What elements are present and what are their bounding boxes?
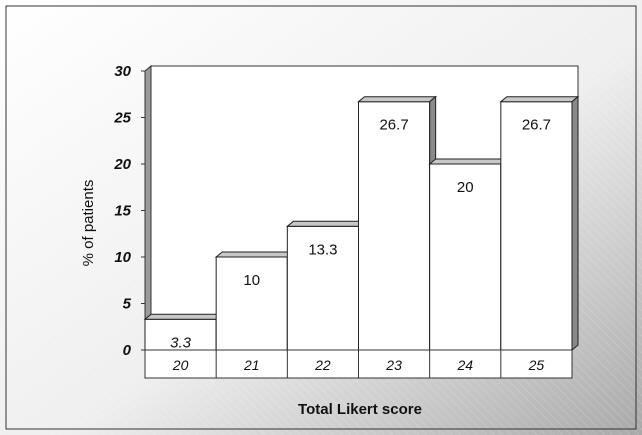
data-label: 13.3 (308, 241, 337, 258)
bar-top (428, 158, 509, 165)
x-axis-label: Total Likert score (298, 401, 422, 418)
bar-top (499, 96, 580, 103)
x-tick-label: 23 (385, 357, 402, 373)
data-label: 26.7 (379, 117, 408, 134)
x-tick-label: 22 (314, 357, 331, 373)
x-tick-label: 25 (528, 357, 545, 373)
chart-border (5, 5, 637, 430)
y-tick-label: 30 (114, 63, 131, 80)
bar (358, 101, 431, 351)
bar-top (285, 220, 366, 227)
y-tick-label: 15 (114, 203, 131, 220)
plot-left-wall (144, 64, 152, 352)
y-tick-label: 25 (113, 110, 131, 127)
x-tick-label: 21 (243, 357, 260, 373)
bar (429, 163, 502, 351)
x-tick-label: 20 (172, 357, 189, 373)
bar-top (357, 96, 438, 103)
y-tick-label: 20 (113, 156, 131, 173)
y-axis-label: % of patients (80, 180, 97, 267)
data-label: 26.7 (522, 117, 551, 134)
bar-top (143, 313, 224, 320)
x-tick-label: 24 (456, 357, 473, 373)
plot-area: 0 5 10 15 20 25 30 3.3 10 13.3 26.7 20 26.7 20 21 22 23 2… (113, 63, 580, 379)
bar-side (571, 95, 579, 352)
bar (500, 101, 573, 351)
y-tick-label: 5 (123, 296, 132, 313)
data-label: 20 (457, 179, 474, 196)
bar-top (214, 251, 295, 258)
bar (215, 256, 288, 351)
bar (286, 225, 360, 351)
y-tick-label: 0 (123, 342, 132, 359)
data-label: 3.3 (170, 334, 192, 351)
data-label: 10 (243, 272, 260, 289)
y-tick-label: 10 (114, 249, 131, 266)
